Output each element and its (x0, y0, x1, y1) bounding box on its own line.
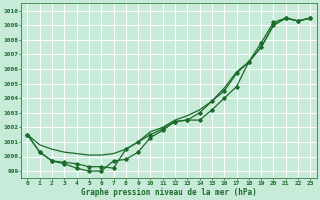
X-axis label: Graphe pression niveau de la mer (hPa): Graphe pression niveau de la mer (hPa) (81, 188, 257, 197)
